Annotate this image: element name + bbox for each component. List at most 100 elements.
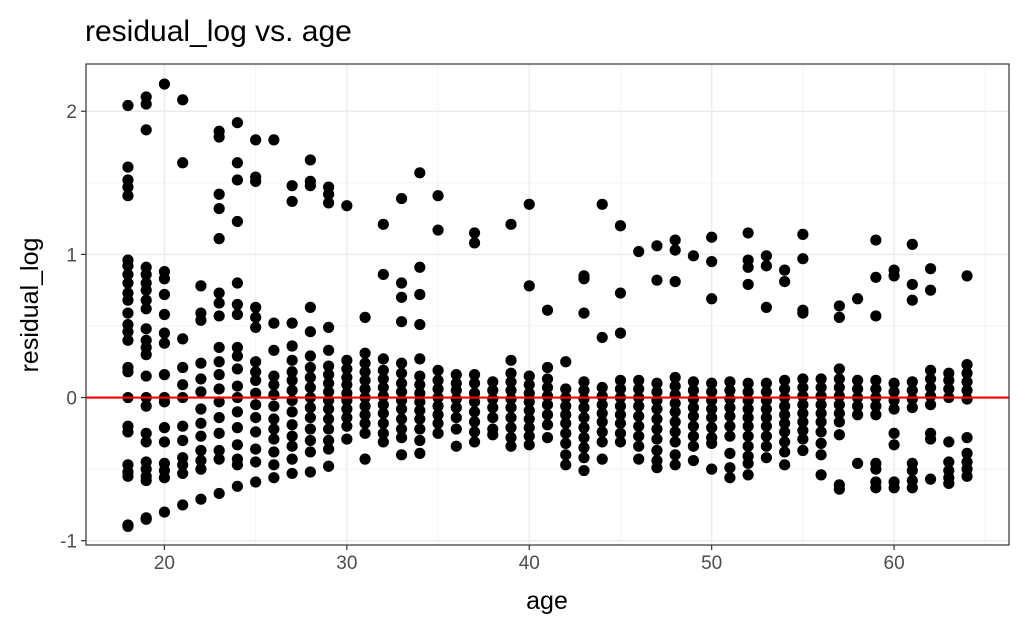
data-point (158, 436, 171, 448)
data-point (541, 361, 554, 374)
data-point (870, 374, 882, 386)
data-point (924, 433, 937, 445)
data-point (669, 275, 681, 288)
data-point (815, 399, 827, 411)
data-point (633, 430, 645, 442)
data-point (268, 379, 280, 391)
data-point (140, 370, 152, 382)
data-point (742, 440, 754, 452)
data-point (687, 250, 700, 262)
data-point (779, 446, 791, 458)
data-point (377, 373, 389, 385)
data-point (505, 376, 517, 388)
x-tick-label: 50 (701, 553, 722, 574)
data-point (286, 453, 298, 465)
data-point (815, 407, 827, 419)
data-point (706, 386, 718, 398)
data-point (268, 433, 280, 445)
data-point (213, 188, 225, 200)
data-point (177, 361, 189, 374)
data-point (578, 464, 590, 477)
data-point (140, 400, 152, 412)
data-point (687, 410, 700, 422)
data-point (943, 374, 955, 386)
data-point (651, 433, 663, 445)
data-point (414, 447, 426, 459)
data-point (669, 397, 681, 409)
data-point (578, 393, 590, 405)
data-point (323, 460, 335, 472)
data-point (158, 422, 171, 434)
data-point (669, 234, 681, 246)
data-point (323, 443, 335, 455)
data-point (815, 449, 827, 461)
data-points (122, 78, 973, 532)
data-point (669, 244, 681, 256)
data-point (614, 417, 627, 429)
data-point (286, 340, 298, 352)
data-point (633, 400, 645, 412)
data-point (323, 197, 335, 209)
data-point (450, 440, 462, 452)
data-point (304, 381, 316, 394)
y-tick-label: 2 (66, 102, 77, 123)
data-point (596, 436, 608, 448)
data-point (122, 294, 134, 306)
data-point (414, 353, 426, 365)
data-point (815, 373, 827, 385)
x-axis-title: age (526, 587, 568, 615)
data-point (140, 294, 152, 306)
data-point (359, 311, 371, 323)
data-point (323, 434, 335, 447)
data-point (122, 334, 134, 346)
data-point (231, 380, 244, 392)
data-point (158, 506, 171, 518)
data-point (304, 326, 316, 338)
data-point (359, 383, 371, 395)
data-point (742, 457, 754, 470)
data-point (888, 386, 900, 398)
data-point (213, 341, 225, 354)
data-point (651, 444, 663, 457)
data-point (177, 434, 189, 447)
data-point (231, 406, 244, 418)
data-point (833, 429, 845, 441)
data-point (195, 280, 207, 292)
data-point (505, 401, 517, 414)
data-point (578, 376, 590, 388)
data-point (870, 234, 882, 246)
data-point (395, 432, 408, 444)
data-point (250, 366, 262, 378)
data-point (614, 383, 627, 395)
data-point (213, 427, 225, 439)
data-point (213, 396, 225, 408)
data-point (158, 78, 171, 90)
data-point (779, 374, 791, 386)
data-point (505, 367, 517, 379)
data-point (377, 353, 389, 365)
data-point (177, 333, 189, 345)
data-point (414, 387, 426, 399)
data-point (304, 446, 316, 458)
data-point (250, 175, 262, 187)
data-point (633, 410, 645, 422)
data-point (669, 436, 681, 448)
data-point (286, 354, 298, 366)
data-point (122, 99, 134, 112)
data-point (779, 436, 791, 448)
data-point (341, 411, 353, 424)
data-point (742, 420, 754, 432)
data-point (268, 413, 280, 425)
data-point (395, 403, 408, 415)
data-point (596, 453, 608, 465)
data-point (122, 307, 134, 319)
data-point (523, 379, 535, 391)
data-point (140, 474, 152, 487)
data-point (596, 399, 608, 411)
data-point (760, 260, 772, 272)
data-point (304, 154, 316, 166)
data-point (122, 426, 134, 438)
y-tick-label: 0 (66, 389, 77, 410)
data-point (450, 423, 462, 435)
data-point (158, 396, 171, 408)
